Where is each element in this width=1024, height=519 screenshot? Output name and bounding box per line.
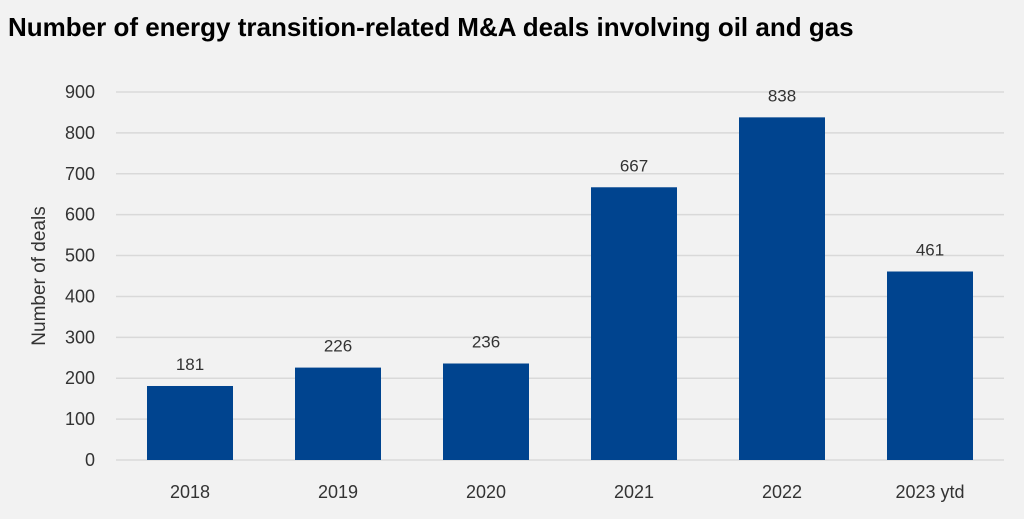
y-tick-label: 700 [65, 164, 95, 184]
x-category-label: 2020 [466, 482, 506, 502]
y-tick-label: 200 [65, 368, 95, 388]
bars [147, 117, 973, 461]
y-tick-label: 300 [65, 327, 95, 347]
bar [591, 187, 677, 460]
bar [443, 363, 529, 460]
y-tick-label: 900 [65, 82, 95, 102]
y-tick-label: 600 [65, 205, 95, 225]
x-axis-categories: 2018 2019 2020 2021 2022 2023 ytd [170, 482, 965, 502]
x-category-label: 2019 [318, 482, 358, 502]
data-label: 181 [176, 355, 204, 374]
bar [147, 385, 233, 460]
data-label: 461 [916, 241, 944, 260]
data-label: 236 [472, 333, 500, 352]
y-tick-label: 800 [65, 123, 95, 143]
bar [887, 271, 973, 460]
x-category-label: 2023 ytd [895, 482, 964, 502]
x-category-label: 2018 [170, 482, 210, 502]
bar [739, 117, 825, 461]
y-tick-label: 0 [85, 450, 95, 470]
y-axis-title: Number of deals [29, 206, 50, 345]
y-tick-label: 100 [65, 409, 95, 429]
bar [295, 367, 381, 460]
data-label: 667 [620, 156, 648, 175]
data-labels: 181 226 236 667 838 461 [176, 86, 944, 374]
y-tick-label: 500 [65, 246, 95, 266]
y-axis-ticks: 0 100 200 300 400 500 600 700 800 900 [65, 82, 95, 470]
y-tick-label: 400 [65, 286, 95, 306]
gridlines [116, 91, 1004, 461]
data-label: 226 [324, 337, 352, 356]
x-category-label: 2021 [614, 482, 654, 502]
chart-title: Number of energy transition-related M&A … [8, 12, 854, 42]
data-label: 838 [768, 86, 796, 105]
x-category-label: 2022 [762, 482, 802, 502]
